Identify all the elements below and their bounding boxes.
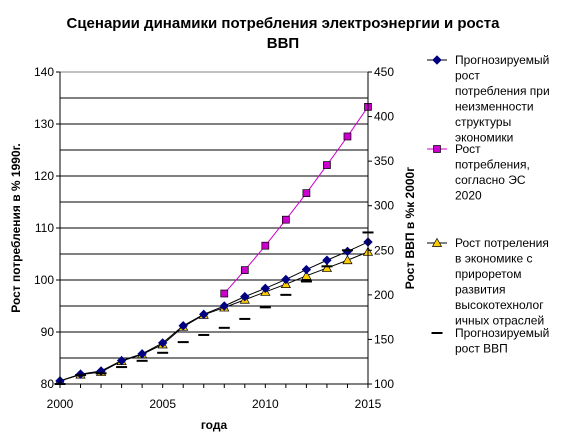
legend-label: высокотехнолог — [455, 298, 544, 312]
series-3-point — [321, 262, 333, 272]
x-tick-label: 2010 — [252, 397, 279, 411]
y-left-tick-label: 100 — [34, 273, 54, 287]
y-left-tick-label: 110 — [35, 221, 54, 235]
legend-label: ичных отраслей — [455, 314, 544, 328]
legend-marker — [433, 145, 441, 153]
series-4 — [54, 231, 374, 385]
y-right-tick-label: 150 — [374, 332, 394, 346]
y-left-axis-title: Рост потребления в % 1990г. — [9, 143, 23, 313]
legend-label: Рост потреления — [455, 236, 549, 250]
y-right-tick-label: 400 — [374, 110, 394, 124]
series-layer — [54, 102, 374, 386]
legend-label: Прогнозируемый — [455, 326, 549, 340]
y-right-tick-label: 300 — [374, 199, 394, 213]
legend-label: 2020 — [455, 189, 482, 203]
legend-entry-2: Рост потребления,согласно ЭС 2020 — [427, 142, 530, 203]
legend-label: неизменности — [455, 100, 534, 114]
x-tick-label: 2000 — [47, 397, 74, 411]
y-right-tick-label: 350 — [374, 154, 394, 168]
legend-label: структуры — [455, 115, 511, 129]
series-1-point — [240, 291, 250, 302]
axes: 80 90 100 110 120 130 140 100 150 200 250 300 350 400… — [9, 65, 417, 432]
series-2-point — [323, 161, 331, 169]
legend-label: Прогнозируемый — [455, 53, 549, 67]
series-2-point — [302, 189, 311, 198]
legend-marker — [432, 55, 442, 65]
series-3-point — [301, 270, 312, 280]
y-right-axis-title: Рост ВВП в %к 2000г — [403, 167, 417, 289]
series-3-point — [342, 255, 353, 265]
gridlines — [60, 97, 368, 359]
series-1-point — [199, 309, 209, 320]
series-1-point — [137, 349, 147, 359]
x-tick-label: 2005 — [149, 397, 176, 411]
legend-entry-4: Прогнозируемый рост ВВП — [431, 326, 549, 356]
y-left-tick-label: 120 — [34, 169, 54, 183]
x-tick-label: 2015 — [355, 397, 382, 411]
series-2-point — [343, 132, 352, 141]
legend-label: потребления при — [455, 84, 550, 98]
y-right-tick-label: 200 — [374, 288, 394, 302]
legend-label: развития — [455, 283, 506, 297]
legend-marker — [431, 237, 443, 247]
x-axis-title: года — [201, 418, 228, 432]
y-right-tick-label: 450 — [374, 65, 394, 79]
series-2-point — [240, 266, 249, 274]
series-1-point — [116, 355, 127, 366]
series-2-point — [282, 215, 290, 224]
series-2-point — [261, 241, 270, 250]
series-1-point — [281, 274, 291, 285]
series-1-point — [157, 338, 168, 348]
legend-label: потребления, — [455, 158, 530, 172]
legend-label: согласно ЭС — [455, 173, 526, 187]
legend-label: рост — [455, 69, 480, 83]
y-right-tick-label: 100 — [374, 377, 394, 391]
series-2 — [220, 102, 372, 298]
chart-title: Сценарии динамики потребления электроэне… — [66, 15, 500, 52]
chart-title-line: Сценарии динамики потребления электроэне… — [66, 15, 500, 32]
series-1-point — [260, 283, 271, 294]
series-1-point — [301, 264, 312, 275]
series-1-line — [59, 241, 369, 382]
y-left-tick-label: 140 — [34, 65, 54, 79]
series-3-line — [59, 251, 369, 382]
series-1-point — [219, 301, 229, 311]
y-left-tick-label: 80 — [41, 377, 55, 391]
series-2-line — [223, 106, 369, 294]
series-2-point — [220, 289, 229, 298]
series-1-point — [178, 321, 188, 331]
y-left-tick-label: 90 — [41, 325, 55, 339]
legend-label: экономики — [455, 131, 513, 145]
legend-label: рост ВВП — [455, 342, 508, 356]
legend-label: прироретом — [455, 267, 521, 281]
series-1-point — [322, 255, 332, 265]
legend-label: Рост — [455, 142, 481, 156]
y-left-tick-label: 130 — [34, 117, 54, 131]
legend-label: в экономике с — [455, 252, 533, 266]
chart-title-line: ВВП — [267, 35, 299, 52]
y-right-tick-label: 250 — [374, 243, 394, 257]
